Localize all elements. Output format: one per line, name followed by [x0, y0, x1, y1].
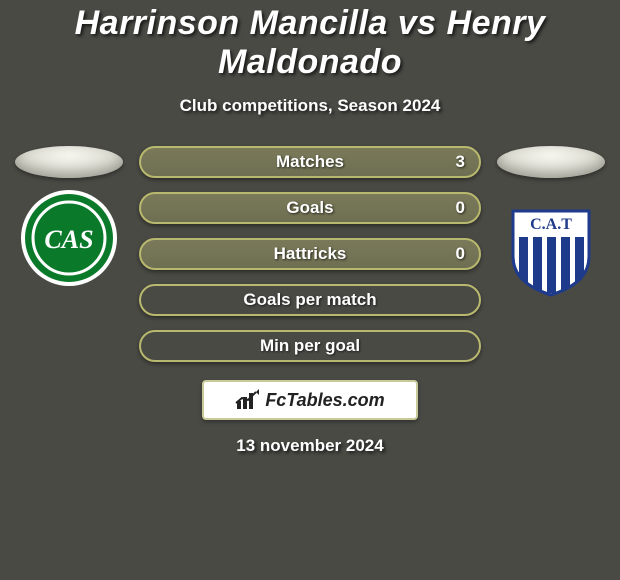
left-player-column: CAS: [9, 146, 129, 288]
stat-pill: Goals 0: [139, 192, 481, 224]
stats-column: Matches 3 Goals 0 Hattricks 0 Goals per match M…: [139, 146, 481, 362]
page-subtitle: Club competitions, Season 2024: [0, 96, 620, 116]
talleres-badge-svg: C.A.T: [501, 189, 601, 299]
stat-value: 0: [456, 198, 465, 218]
player-photo-placeholder-left: [15, 146, 123, 178]
stat-label: Matches: [276, 152, 344, 172]
talleres-badge: C.A.T: [501, 194, 601, 294]
right-player-column: C.A.T: [491, 146, 611, 294]
brand-box[interactable]: FcTables.com: [202, 380, 418, 420]
h2h-infographic: Harrinson Mancilla vs Henry Maldonado Cl…: [0, 0, 620, 456]
stat-label: Goals: [286, 198, 333, 218]
stat-label: Goals per match: [243, 290, 376, 310]
stat-pill: Goals per match: [139, 284, 481, 316]
infographic-date: 13 november 2024: [0, 436, 620, 456]
svg-text:C.A.T: C.A.T: [530, 216, 572, 233]
stat-pill: Matches 3: [139, 146, 481, 178]
stat-label: Hattricks: [274, 244, 347, 264]
bar-chart-icon: [235, 389, 261, 411]
stat-value: 3: [456, 152, 465, 172]
page-title: Harrinson Mancilla vs Henry Maldonado: [0, 4, 620, 82]
stat-pill: Hattricks 0: [139, 238, 481, 270]
stat-value: 0: [456, 244, 465, 264]
player-photo-placeholder-right: [497, 146, 605, 178]
stat-pill: Min per goal: [139, 330, 481, 362]
svg-text:CAS: CAS: [44, 225, 93, 254]
sarmiento-badge-svg: CAS: [19, 188, 119, 288]
sarmiento-badge: CAS: [19, 188, 119, 288]
main-row: CAS Matches 3 Goals 0 Hattricks 0 Goals per ma…: [0, 146, 620, 362]
stat-label: Min per goal: [260, 336, 360, 356]
brand-text: FcTables.com: [265, 390, 384, 411]
